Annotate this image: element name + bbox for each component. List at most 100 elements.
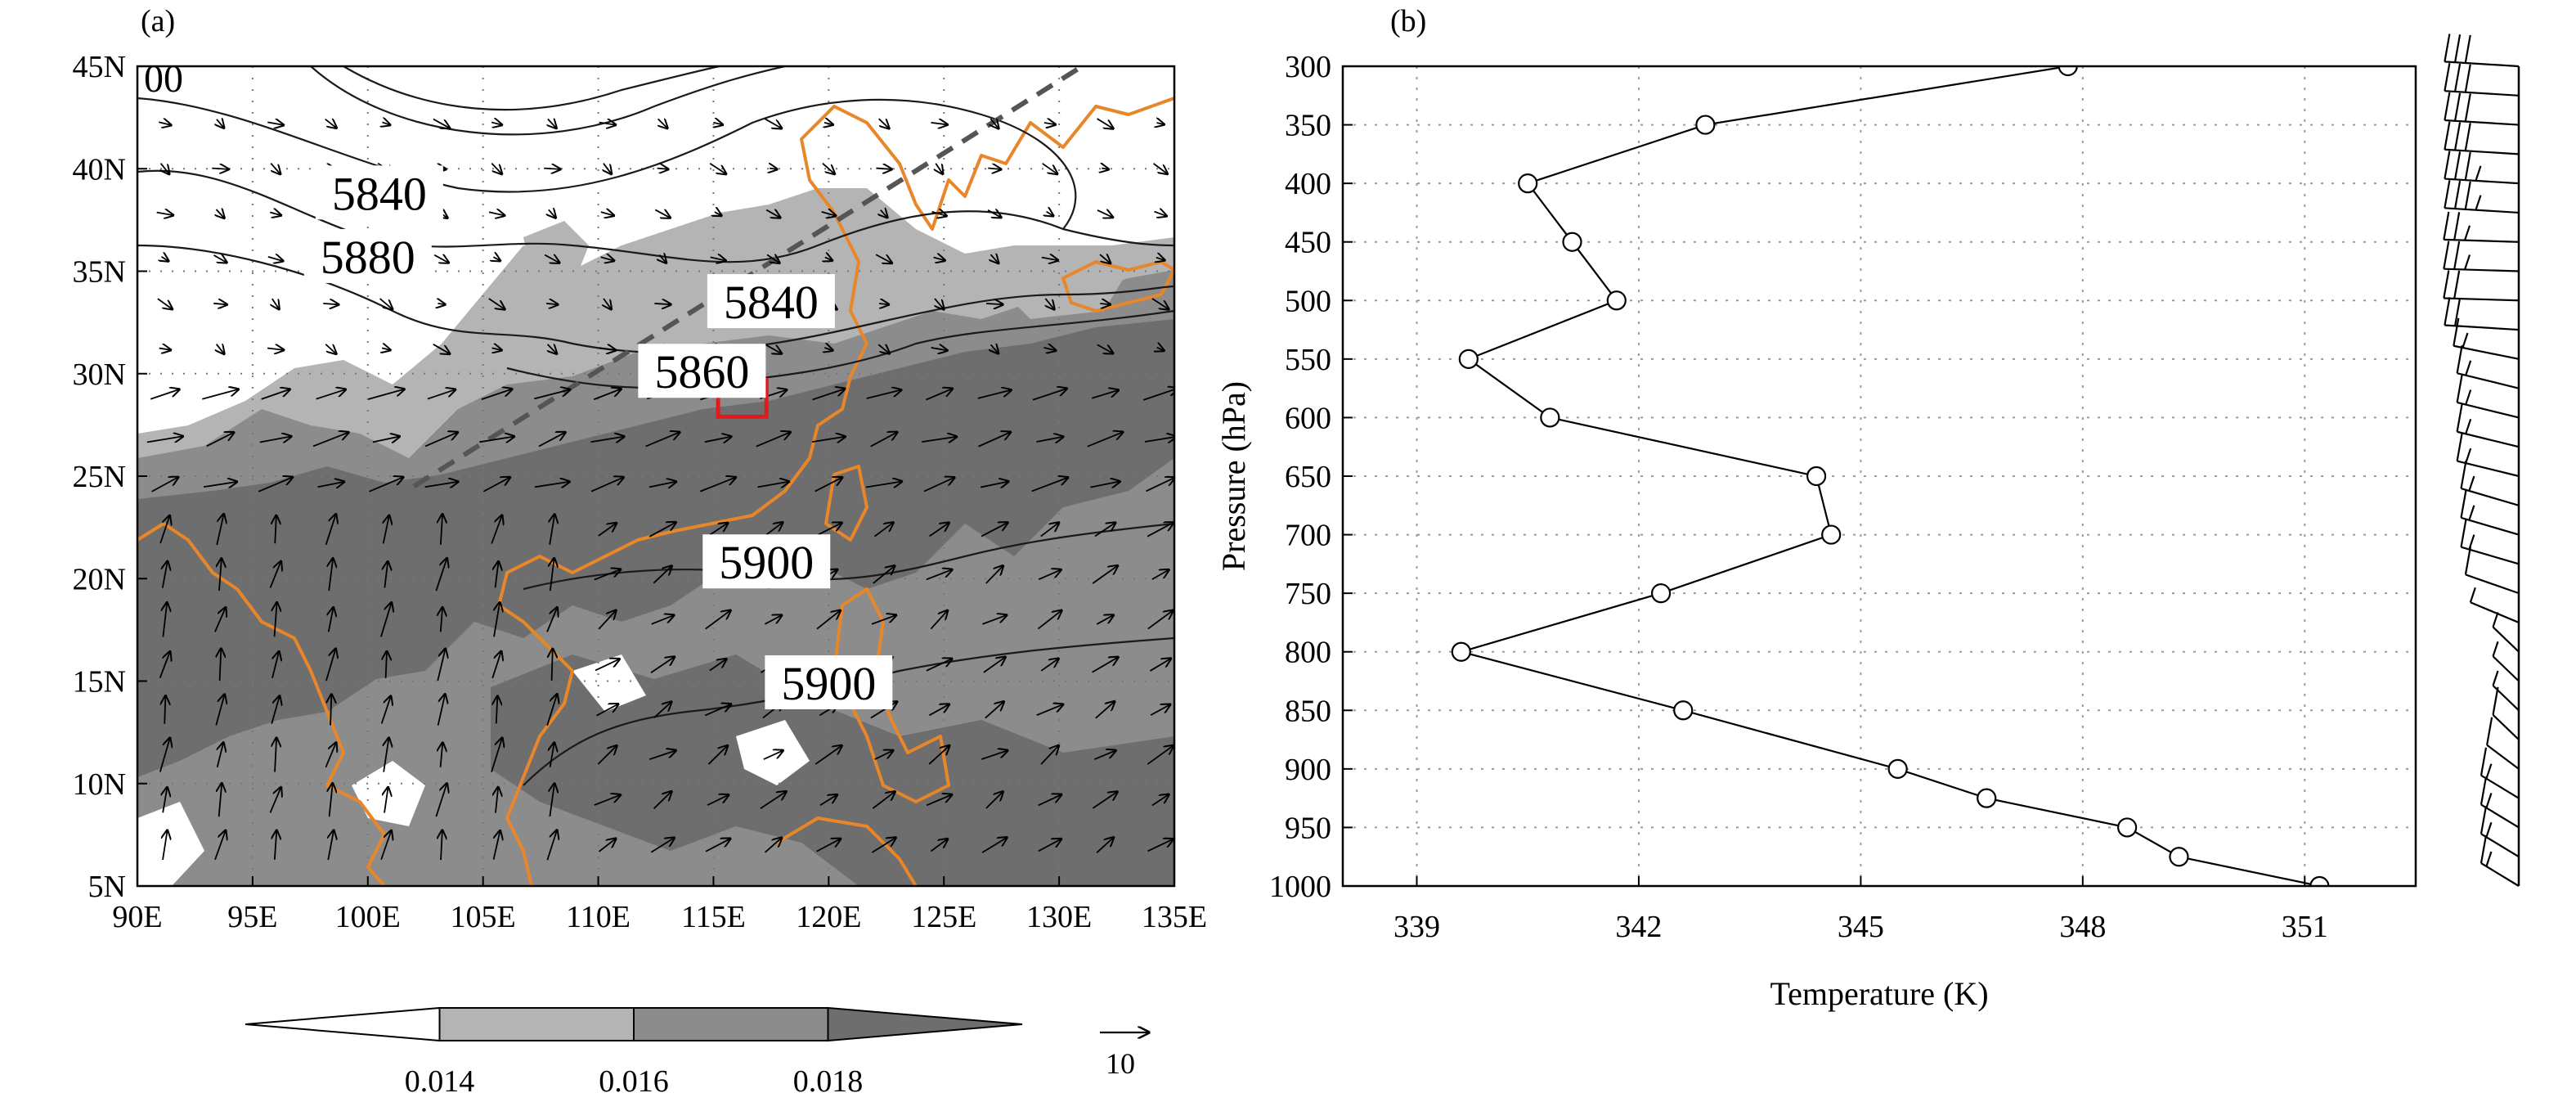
wind-vector xyxy=(929,523,949,538)
wind-vector xyxy=(214,607,226,632)
wind-vector xyxy=(217,119,224,128)
y-tick-label: 35N xyxy=(73,255,126,290)
wind-vector xyxy=(550,558,554,591)
wind-vector xyxy=(496,561,499,588)
wind-vector xyxy=(482,477,510,493)
colorbar-tick-label: 0.018 xyxy=(793,1064,864,1099)
temperature-point xyxy=(1518,173,1538,194)
coastline-indochina xyxy=(137,522,386,886)
wind-barb xyxy=(2480,834,2520,887)
wind-barb xyxy=(2444,34,2520,68)
wind-barb xyxy=(2444,63,2520,97)
wind-vector xyxy=(825,257,832,260)
wind-vector xyxy=(824,348,832,350)
y-tick-label: 550 xyxy=(1285,343,1331,377)
wind-vector xyxy=(878,118,890,128)
wind-vector xyxy=(441,607,442,632)
wind-vector xyxy=(1144,437,1174,442)
wind-vector xyxy=(552,649,553,681)
wind-vector xyxy=(1092,390,1118,399)
wind-vector xyxy=(433,118,450,128)
wind-vector xyxy=(548,119,557,128)
wind-vector xyxy=(1147,610,1174,630)
contour-label-bg xyxy=(707,274,835,329)
wind-vector xyxy=(1153,163,1168,174)
x-tick-label: 115E xyxy=(681,900,746,934)
map-axis-ticks: 90E 95E 100E 105E 110E 115E 120E 125E 130E 135E 45… xyxy=(73,50,1208,934)
wind-vector xyxy=(1151,569,1169,580)
wind-vector xyxy=(163,830,168,861)
y-tick-label: 30N xyxy=(73,358,126,392)
contour-labels: 5840 5880 5840 5860 5900 5900 00 xyxy=(144,57,893,710)
wind-vector xyxy=(765,210,780,218)
wind-vector xyxy=(1047,212,1054,216)
wind-vector xyxy=(492,348,502,350)
x-tick-label: 110E xyxy=(566,900,631,934)
wind-vector xyxy=(369,477,403,493)
x-tick-label: 95E xyxy=(227,900,277,934)
contour-label: 5900 xyxy=(719,536,814,589)
wind-vector xyxy=(765,118,782,128)
contour-line xyxy=(343,66,720,111)
wind-vector xyxy=(163,787,167,813)
wind-vector xyxy=(330,783,333,817)
panel-a-map: (a) xyxy=(73,4,1208,1099)
wind-vector xyxy=(384,738,388,772)
wind-vector xyxy=(715,212,721,216)
wind-vector xyxy=(441,830,442,861)
x-tick-label: 348 xyxy=(2059,910,2106,944)
wind-vector xyxy=(881,210,887,218)
contour-label-bg xyxy=(765,655,893,710)
wind-barb xyxy=(2444,92,2520,126)
wind-vector xyxy=(330,695,331,726)
wind-vector xyxy=(1094,523,1115,538)
colorbar-segment xyxy=(438,1007,635,1041)
wind-vector xyxy=(164,695,165,724)
wind-vector xyxy=(872,791,895,809)
wind-vector xyxy=(269,787,280,813)
temperature-point xyxy=(2117,817,2138,838)
x-tick-label: 130E xyxy=(1026,900,1092,934)
wind-vector xyxy=(491,651,501,679)
wind-vector xyxy=(710,257,726,260)
wind-vector xyxy=(600,257,614,261)
wind-vector xyxy=(1040,745,1059,765)
wind-vector xyxy=(259,436,291,442)
wind-vector xyxy=(325,649,336,681)
wind-vector xyxy=(150,389,179,400)
wind-vector xyxy=(756,432,791,448)
wind-vector xyxy=(546,694,557,726)
temperature-point xyxy=(1650,583,1672,604)
wind-vector xyxy=(1151,298,1169,309)
wind-vector xyxy=(705,839,730,852)
wind-vector xyxy=(491,163,501,174)
wind-vector xyxy=(272,651,279,678)
wind-vector xyxy=(214,830,226,861)
wind-vector xyxy=(372,436,400,442)
y-tick-label: 500 xyxy=(1285,284,1331,318)
wind-vector xyxy=(873,566,895,584)
wind-vector xyxy=(549,209,556,218)
wind-vector xyxy=(427,389,456,400)
wind-vector xyxy=(931,212,947,216)
wind-vector xyxy=(865,482,902,488)
coastline-borneo xyxy=(775,816,918,886)
wind-vector xyxy=(704,704,731,717)
wind-vector xyxy=(707,745,727,765)
contour-label-bg xyxy=(315,165,443,220)
wind-vector xyxy=(815,523,841,538)
wind-vector xyxy=(983,657,1006,673)
wind-vector xyxy=(925,389,952,401)
wind-vector xyxy=(159,515,169,544)
wind-vector xyxy=(1036,437,1063,442)
wind-vector xyxy=(928,745,949,765)
wind-vector xyxy=(1147,745,1174,765)
wind-vector xyxy=(267,348,284,349)
profile-x-label: Temperature (K) xyxy=(1770,975,1988,1012)
wind-vector xyxy=(645,432,680,448)
wind-vector xyxy=(812,389,845,401)
wind-barb xyxy=(2456,403,2520,448)
x-tick-label: 345 xyxy=(1838,910,1884,944)
temperature-series xyxy=(1451,66,2330,886)
wind-vector xyxy=(159,738,170,772)
